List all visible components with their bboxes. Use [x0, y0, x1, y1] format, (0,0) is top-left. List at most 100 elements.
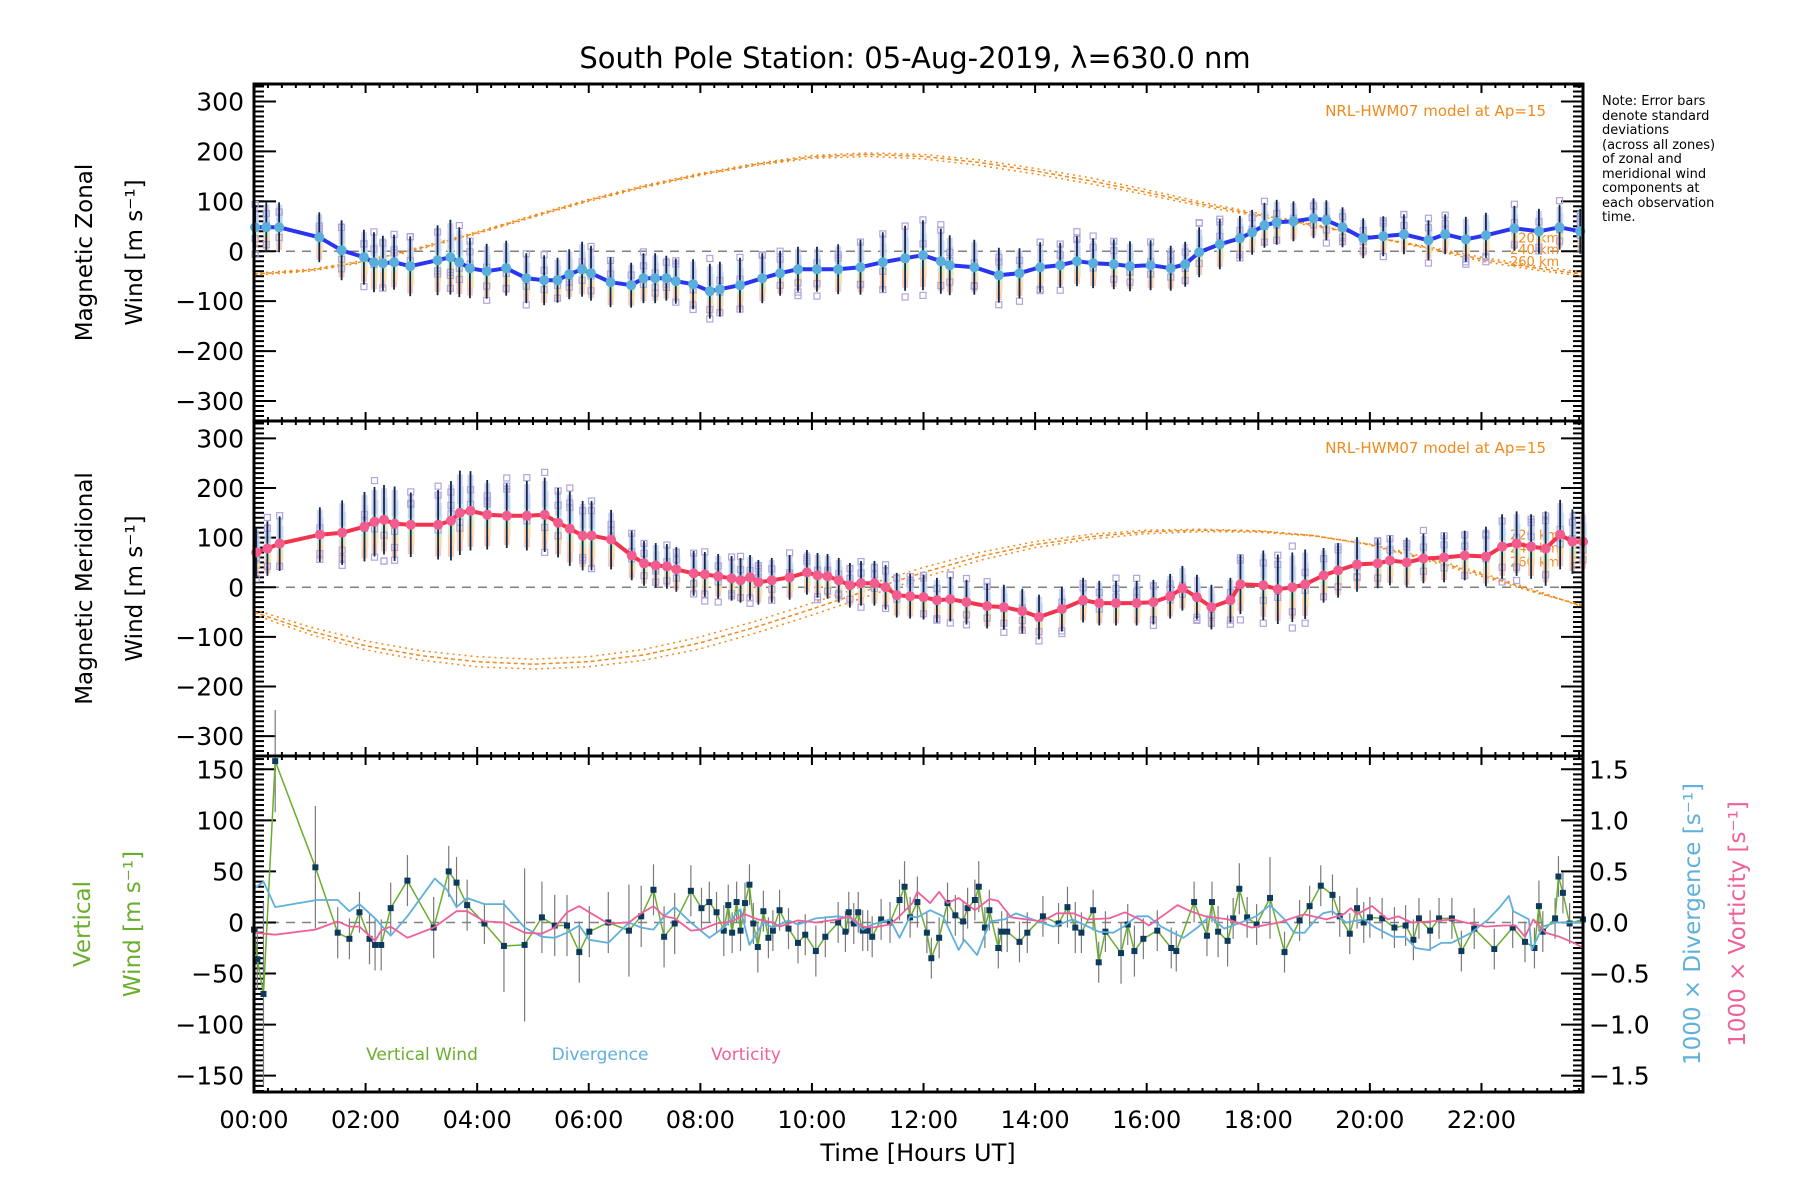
data-point [1148, 597, 1159, 608]
data-point [1180, 259, 1191, 270]
legend-entry: Divergence [552, 1045, 649, 1065]
y-axis-label-line2: Wind [m s⁻¹] [120, 851, 146, 997]
zone-point [370, 476, 379, 485]
data-point [454, 257, 465, 268]
data-point [260, 990, 267, 997]
data-point [1230, 915, 1237, 922]
zone-point [263, 513, 271, 522]
zone-point [1419, 526, 1428, 535]
data-point [1056, 604, 1067, 615]
data-point [1064, 904, 1071, 911]
data-point [539, 275, 550, 286]
data-point [464, 902, 471, 909]
y-tick-label: 0 [228, 237, 244, 266]
model-altitude-label: 260 km [1510, 255, 1559, 270]
data-point [1118, 950, 1125, 957]
data-point [445, 868, 452, 875]
data-point [1259, 220, 1270, 231]
data-point [1440, 229, 1451, 240]
x-axis-label: Time [Hours UT] [819, 1139, 1015, 1167]
zone-point [714, 598, 722, 606]
y-axis-label-line1: Magnetic Zonal [72, 164, 98, 342]
data-point [869, 933, 876, 940]
data-point [1131, 948, 1138, 955]
data-point [1235, 579, 1246, 590]
data-point [812, 570, 823, 581]
y-axis-label-line1: Vertical [70, 881, 96, 967]
model-curve-220km [253, 528, 1584, 660]
zone-point [701, 597, 709, 605]
data-point [995, 945, 1002, 951]
data-point [661, 933, 668, 940]
data-point [1247, 227, 1258, 238]
data-point [389, 518, 400, 529]
data-point [794, 939, 801, 946]
data-point [687, 887, 694, 894]
data-point [964, 905, 971, 912]
data-point [737, 927, 744, 934]
data-point [605, 277, 616, 288]
zone-point [1322, 239, 1330, 247]
data-point [975, 883, 982, 890]
zone-point [566, 484, 574, 492]
data-point [366, 935, 373, 942]
data-point [314, 529, 325, 540]
y-tick-label: −100 [175, 287, 244, 316]
data-point [891, 590, 902, 601]
data-point [746, 881, 753, 888]
data-point [1533, 226, 1544, 237]
y-tick-label: −50 [191, 960, 244, 989]
data-point [1427, 927, 1434, 934]
data-point [1329, 891, 1336, 898]
zone-point [1555, 197, 1564, 205]
data-point [765, 934, 772, 941]
data-point [914, 899, 921, 906]
data-point [585, 268, 596, 279]
zone-point [1288, 542, 1296, 550]
data-point [1317, 882, 1324, 889]
data-point [981, 924, 988, 931]
data-point [1214, 239, 1225, 250]
data-point [986, 907, 993, 914]
data-point [1208, 899, 1215, 906]
data-point [1088, 258, 1099, 269]
data-point [900, 253, 911, 264]
panel-frame [252, 754, 1585, 1094]
data-point [944, 260, 955, 271]
y-tick-label: 100 [196, 524, 244, 553]
panel-frame [252, 419, 1585, 758]
data-point [1296, 917, 1303, 924]
data-point [1145, 260, 1156, 271]
zone-point [1236, 616, 1245, 624]
zone-point [380, 557, 388, 565]
data-point [1509, 223, 1520, 234]
data-point [734, 280, 745, 291]
model-altitude-label: 220 km [1510, 231, 1559, 246]
data-point [521, 273, 532, 284]
data-point [626, 550, 637, 561]
data-point [1539, 928, 1546, 935]
data-point [931, 595, 942, 606]
data-point [650, 273, 661, 284]
data-point [1095, 959, 1102, 966]
zone-point [1498, 578, 1506, 586]
data-point [713, 571, 724, 582]
data-point [1165, 591, 1176, 602]
zone-point [813, 292, 821, 300]
data-point [1366, 914, 1373, 921]
data-point [785, 925, 792, 932]
data-point [971, 897, 978, 903]
data-point [1526, 541, 1537, 552]
y2-axis-label-vorticity: 1000 × Vorticity [s⁻¹] [1725, 801, 1751, 1047]
data-point [1004, 928, 1011, 935]
data-point [1272, 584, 1283, 595]
data-point [552, 275, 563, 286]
x-tick-label: 00:00 [219, 1106, 288, 1134]
data-point [725, 902, 732, 909]
data-point [274, 538, 285, 549]
data-point [1300, 579, 1311, 590]
data-point [577, 530, 588, 541]
data-point [1401, 557, 1412, 568]
data-point [1236, 885, 1243, 892]
data-point [625, 927, 632, 934]
